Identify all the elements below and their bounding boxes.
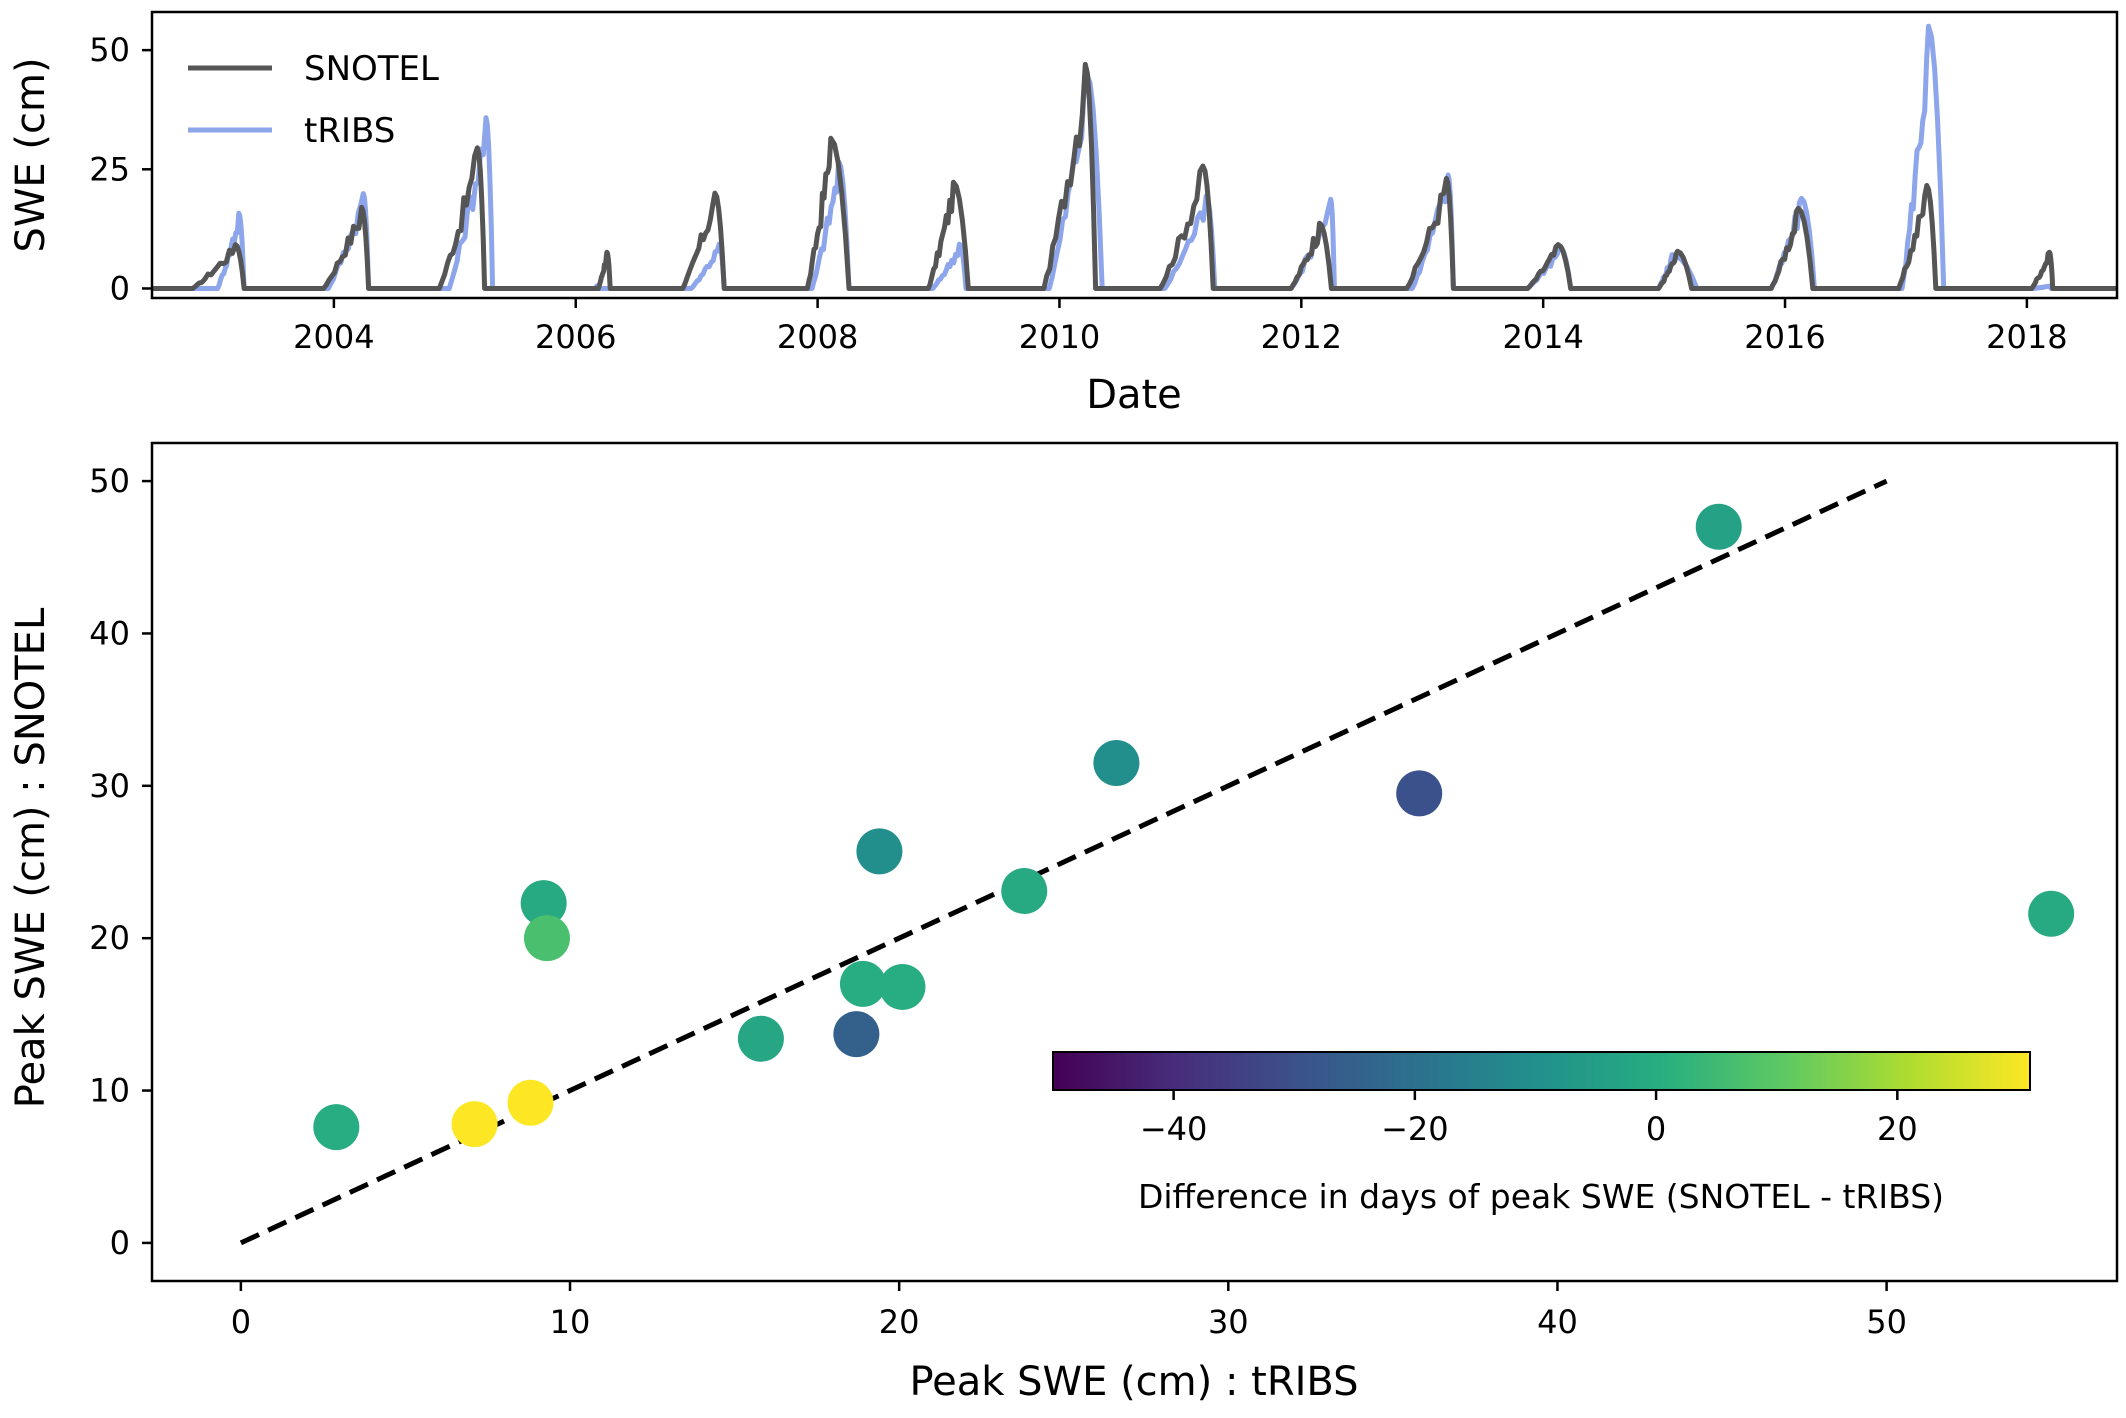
y-tick-label: 50 <box>89 31 130 69</box>
x-tick-label: 2010 <box>1019 318 1100 356</box>
timeseries-lines <box>152 23 2117 291</box>
series-line-snotel <box>152 61 2117 291</box>
timeseries-y-axis-label: SWE (cm) <box>8 57 54 252</box>
x-tick-label: 2016 <box>1744 318 1825 356</box>
y-tick-label: 30 <box>89 767 130 805</box>
scatter-y-axis-label: Peak SWE (cm) : SNOTEL <box>8 607 54 1108</box>
x-tick-label: 20 <box>879 1303 920 1341</box>
x-tick-label: 50 <box>1866 1303 1907 1341</box>
timeseries-frame <box>150 10 2119 300</box>
scatter-x-axis-label: Peak SWE (cm) : tRIBS <box>909 1359 1358 1405</box>
scatter-point <box>2028 890 2075 937</box>
colorbar-ticks: −40 −20 0 20 <box>1140 1090 1918 1148</box>
colorbar-tick-label: 20 <box>1877 1110 1918 1148</box>
series-line-tribs <box>152 23 2117 291</box>
scatter-panel: 0 10 20 30 40 50 0 10 20 30 40 50 Peak SWE (cm) : … <box>8 441 2119 1405</box>
x-tick-label: 40 <box>1537 1303 1578 1341</box>
colorbar: −40 −20 0 20 Difference in days of peak SWE… <box>1052 1051 2031 1216</box>
scatter-point <box>1093 739 1140 786</box>
legend-label-snotel: SNOTEL <box>304 49 439 89</box>
colorbar-tick-label: −20 <box>1381 1110 1449 1148</box>
timeseries-panel: 0 25 50 2004 2006 2008 2010 2012 2014 2016 2018 D… <box>8 10 2119 418</box>
scatter-point <box>737 1015 784 1062</box>
y-tick-label: 20 <box>89 919 130 957</box>
x-tick-label: 2014 <box>1502 318 1583 356</box>
x-tick-label: 2008 <box>777 318 858 356</box>
x-tick-label: 2012 <box>1261 318 1342 356</box>
scatter-point <box>1695 503 1742 550</box>
timeseries-legend: SNOTEL tRIBS <box>188 49 439 151</box>
scatter-point <box>839 960 886 1007</box>
colorbar-gradient <box>1052 1051 2031 1091</box>
colorbar-tick-label: −40 <box>1140 1110 1208 1148</box>
y-tick-label: 40 <box>89 614 130 652</box>
timeseries-x-ticks: 2004 2006 2008 2010 2012 2014 2016 2018 <box>293 298 2068 356</box>
colorbar-tick-label: 0 <box>1646 1110 1666 1148</box>
scatter-y-ticks: 0 10 20 30 40 50 <box>89 462 152 1262</box>
scatter-point <box>507 1079 554 1126</box>
scatter-point <box>520 880 567 927</box>
scatter-point <box>1001 867 1048 914</box>
y-tick-label: 0 <box>110 269 130 307</box>
scatter-point <box>833 1011 880 1058</box>
scatter-point <box>879 963 926 1010</box>
colorbar-label: Difference in days of peak SWE (SNOTEL -… <box>1138 1177 1944 1216</box>
scatter-point <box>1396 770 1443 817</box>
scatter-frame <box>150 441 2119 1283</box>
timeseries-y-ticks: 0 25 50 <box>89 31 152 307</box>
scatter-points <box>313 503 2075 1151</box>
x-tick-label: 30 <box>1208 1303 1249 1341</box>
y-tick-label: 50 <box>89 462 130 500</box>
y-tick-label: 0 <box>110 1224 130 1262</box>
scatter-point <box>523 915 570 962</box>
x-tick-label: 0 <box>231 1303 251 1341</box>
y-tick-label: 10 <box>89 1072 130 1110</box>
timeseries-x-axis-label: Date <box>1086 372 1182 418</box>
scatter-point <box>451 1101 498 1148</box>
scatter-x-ticks: 0 10 20 30 40 50 <box>231 1281 1907 1341</box>
x-tick-label: 2006 <box>535 318 616 356</box>
scatter-point <box>856 828 903 875</box>
legend-label-tribs: tRIBS <box>304 111 395 151</box>
scatter-point <box>313 1104 360 1151</box>
x-tick-label: 10 <box>550 1303 591 1341</box>
y-tick-label: 25 <box>89 150 130 188</box>
x-tick-label: 2018 <box>1986 318 2067 356</box>
x-tick-label: 2004 <box>293 318 374 356</box>
